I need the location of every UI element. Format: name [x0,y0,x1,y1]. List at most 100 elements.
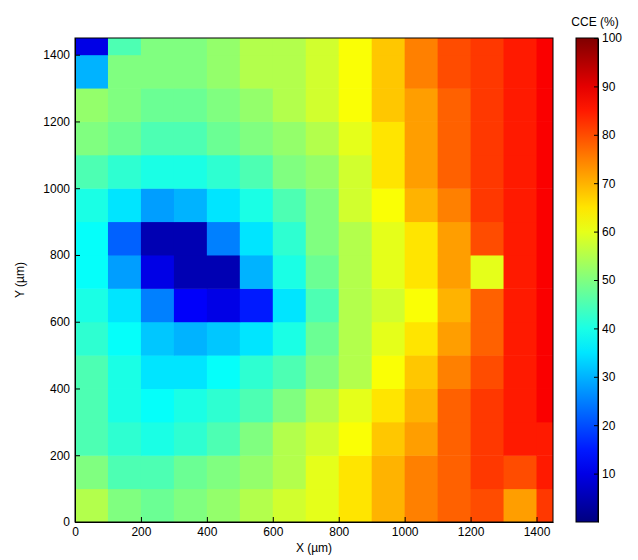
tick-label: 80 [602,128,616,142]
cell [405,255,438,289]
cell [75,355,108,389]
cell [372,121,405,155]
tick-mark [594,280,598,281]
cell [537,489,553,522]
cell [306,288,339,322]
cell [75,38,108,55]
cell [141,188,174,222]
cell [75,288,108,322]
cell [504,489,537,522]
cell [174,155,207,189]
cell [174,121,207,155]
cell [75,489,108,522]
cell [471,222,504,256]
tick: 1200 [458,517,485,539]
cell [75,322,108,356]
cell [339,455,372,489]
x-axis: 0200400600800100012001400 [72,517,553,539]
tick-label: 400 [50,382,70,396]
tick-label: 800 [329,525,349,539]
cell [108,188,141,222]
cell [273,38,306,55]
tick-label: 90 [602,80,616,94]
cell [339,188,372,222]
cell [471,88,504,122]
plot-frame [75,38,553,522]
tick: 1000 [43,182,80,196]
cell [405,222,438,256]
cell [174,288,207,322]
cell [438,55,471,89]
tick: 400 [50,382,80,396]
tick-mark [594,38,598,39]
tick: 60 [594,225,616,239]
cell [537,121,553,155]
cell [471,255,504,289]
cell [273,388,306,422]
cell [306,88,339,122]
chart: 0200400600800100012001400020040060080010… [0,0,638,560]
tick: 100 [594,31,622,45]
cell [372,422,405,456]
cell [240,188,273,222]
cell [273,121,306,155]
cell [405,489,438,522]
cell [372,88,405,122]
cell [537,322,553,356]
cell [273,422,306,456]
cell [339,255,372,289]
cell [438,255,471,289]
cell [372,155,405,189]
cell [339,388,372,422]
tick-label: 0 [72,525,79,539]
cell [240,155,273,189]
tick-label: 600 [50,315,70,329]
cell [504,288,537,322]
cell [438,188,471,222]
cell [537,455,553,489]
cell [471,422,504,456]
cell [405,121,438,155]
tick-mark [207,517,208,522]
cell [240,489,273,522]
cell [438,288,471,322]
tick: 800 [50,248,80,262]
cell [504,255,537,289]
tick-mark [471,517,472,522]
cell [339,88,372,122]
cell [240,121,273,155]
cell [405,188,438,222]
tick-label: 1200 [43,115,70,129]
tick-label: 30 [602,370,616,384]
cell [537,222,553,256]
cell [273,355,306,389]
axis-line [75,39,76,523]
cell [306,222,339,256]
cell [108,55,141,89]
tick-label: 0 [63,515,70,529]
cell [75,455,108,489]
cell [174,422,207,456]
tick-label: 60 [602,225,616,239]
cell [75,55,108,89]
cell [141,355,174,389]
cell [339,489,372,522]
cell [504,188,537,222]
cell [471,355,504,389]
cell [240,88,273,122]
cell [273,489,306,522]
cell [240,422,273,456]
cell [141,322,174,356]
cell [75,188,108,222]
cell [141,388,174,422]
cell [75,222,108,256]
cell [240,388,273,422]
cell [207,355,240,389]
cell [75,422,108,456]
cell [339,355,372,389]
cell [141,489,174,522]
cell [405,322,438,356]
cell [537,422,553,456]
tick-label: 100 [602,31,622,45]
tick-mark [594,86,598,87]
